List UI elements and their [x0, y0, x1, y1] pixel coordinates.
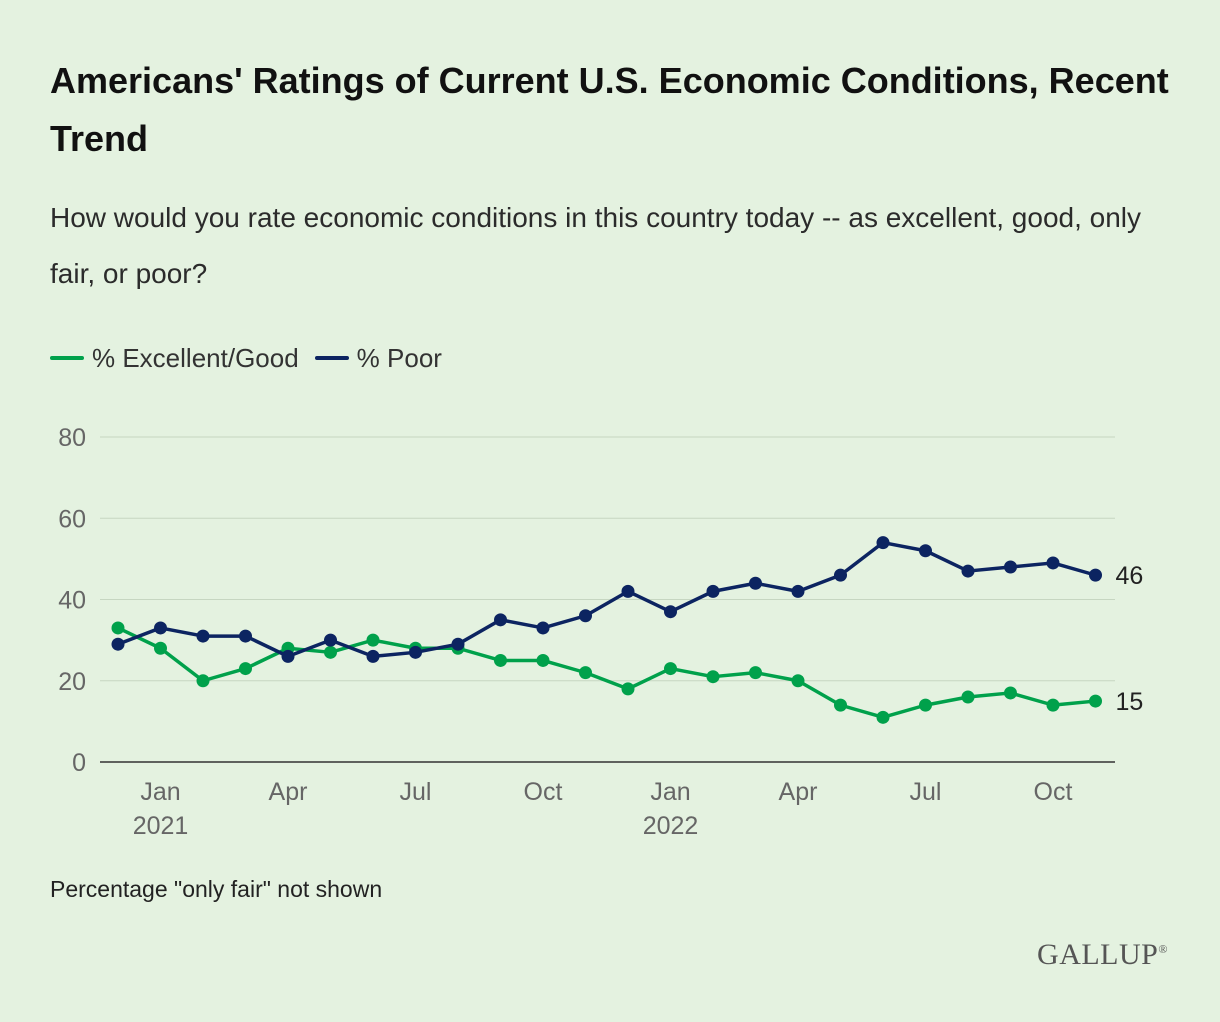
chart-subtitle: How would you rate economic conditions i… [50, 202, 1142, 289]
legend-swatch-excellent-good [50, 356, 84, 360]
x-tick-label: Oct [1034, 778, 1073, 806]
data-point-poor [919, 544, 932, 558]
series-line-poor [116, 540, 1098, 659]
data-point-excellent-good [621, 682, 635, 696]
y-tick-label: 60 [58, 505, 86, 533]
y-tick-label: 80 [58, 424, 86, 452]
x-tick-year-label: 2022 [643, 812, 699, 840]
series-line-excellent-good [116, 626, 1098, 720]
data-point-excellent-good [366, 633, 380, 647]
data-point-poor [154, 621, 167, 635]
brand-text: GALLUP [1037, 938, 1159, 971]
data-point-excellent-good [961, 690, 975, 704]
x-tick-year-label: 2021 [133, 812, 189, 840]
legend-swatch-poor [314, 356, 349, 360]
legend-label-poor: % Poor [356, 342, 442, 373]
data-point-excellent-good [876, 710, 890, 724]
data-point-poor [621, 584, 635, 598]
data-point-excellent-good [919, 698, 932, 712]
footnote: Percentage "only fair" not shown [50, 876, 383, 902]
data-point-poor [409, 645, 422, 659]
chart-legend: % Excellent/Good % Poor [50, 340, 458, 376]
y-tick-label: 20 [58, 668, 86, 696]
data-point-poor [536, 621, 550, 635]
line-chart: 0 20 40 60 80 Jan 2021 Apr Jul Oct Jan 2022 Apr Jul Oc… [58, 424, 1144, 840]
data-point-poor [834, 568, 847, 582]
x-tick-label: Jan [650, 778, 690, 806]
registered-mark: ® [1158, 942, 1168, 956]
data-point-excellent-good [111, 621, 125, 635]
data-point-excellent-good [239, 662, 252, 676]
end-label-excellent-good: 15 [1116, 688, 1144, 716]
data-point-poor [239, 629, 252, 643]
data-point-poor [111, 637, 125, 651]
end-label-poor: 46 [1116, 562, 1144, 590]
data-point-poor [749, 576, 762, 590]
data-point-poor [366, 649, 380, 663]
data-point-excellent-good [324, 645, 337, 659]
data-point-excellent-good [791, 674, 805, 688]
data-point-excellent-good [579, 666, 592, 680]
x-tick-label: Jul [910, 778, 942, 806]
data-point-poor [1004, 560, 1017, 574]
legend-item-poor: % Poor [314, 342, 442, 374]
data-point-excellent-good [1046, 698, 1060, 712]
data-point-poor [876, 536, 890, 550]
data-point-poor [281, 649, 295, 663]
x-tick-label: Jan [140, 778, 180, 806]
y-tick-label: 0 [72, 749, 86, 777]
chart-title: Americans' Ratings of Current U.S. Econo… [50, 60, 1169, 159]
data-point-excellent-good [664, 662, 677, 676]
data-point-poor [494, 613, 507, 627]
data-point-poor [196, 629, 210, 643]
data-point-excellent-good [749, 666, 762, 680]
legend-item-excellent-good: % Excellent/Good [50, 343, 299, 374]
legend-label-excellent-good: % Excellent/Good [92, 342, 299, 373]
x-tick-label: Apr [779, 778, 818, 806]
data-point-excellent-good [196, 674, 210, 688]
data-point-excellent-good [494, 653, 507, 667]
data-point-excellent-good [706, 670, 720, 684]
x-tick-label: Jul [400, 778, 432, 806]
data-point-excellent-good [536, 653, 550, 667]
data-point-poor [706, 584, 720, 598]
data-point-poor [451, 637, 465, 651]
x-tick-label: Apr [269, 778, 308, 806]
data-point-excellent-good [154, 641, 167, 655]
data-point-poor [791, 584, 805, 598]
y-tick-label: 40 [58, 587, 86, 615]
gallup-logo: GALLUP® [1037, 938, 1168, 972]
data-point-excellent-good [1089, 694, 1102, 708]
data-point-poor [664, 605, 677, 619]
data-point-excellent-good [1004, 686, 1017, 700]
data-point-excellent-good [834, 698, 847, 712]
data-point-poor [1046, 556, 1060, 570]
data-point-poor [579, 609, 592, 623]
data-point-poor [961, 564, 975, 578]
data-point-poor [324, 633, 337, 647]
x-tick-label: Oct [524, 778, 563, 806]
data-point-poor [1089, 568, 1102, 582]
